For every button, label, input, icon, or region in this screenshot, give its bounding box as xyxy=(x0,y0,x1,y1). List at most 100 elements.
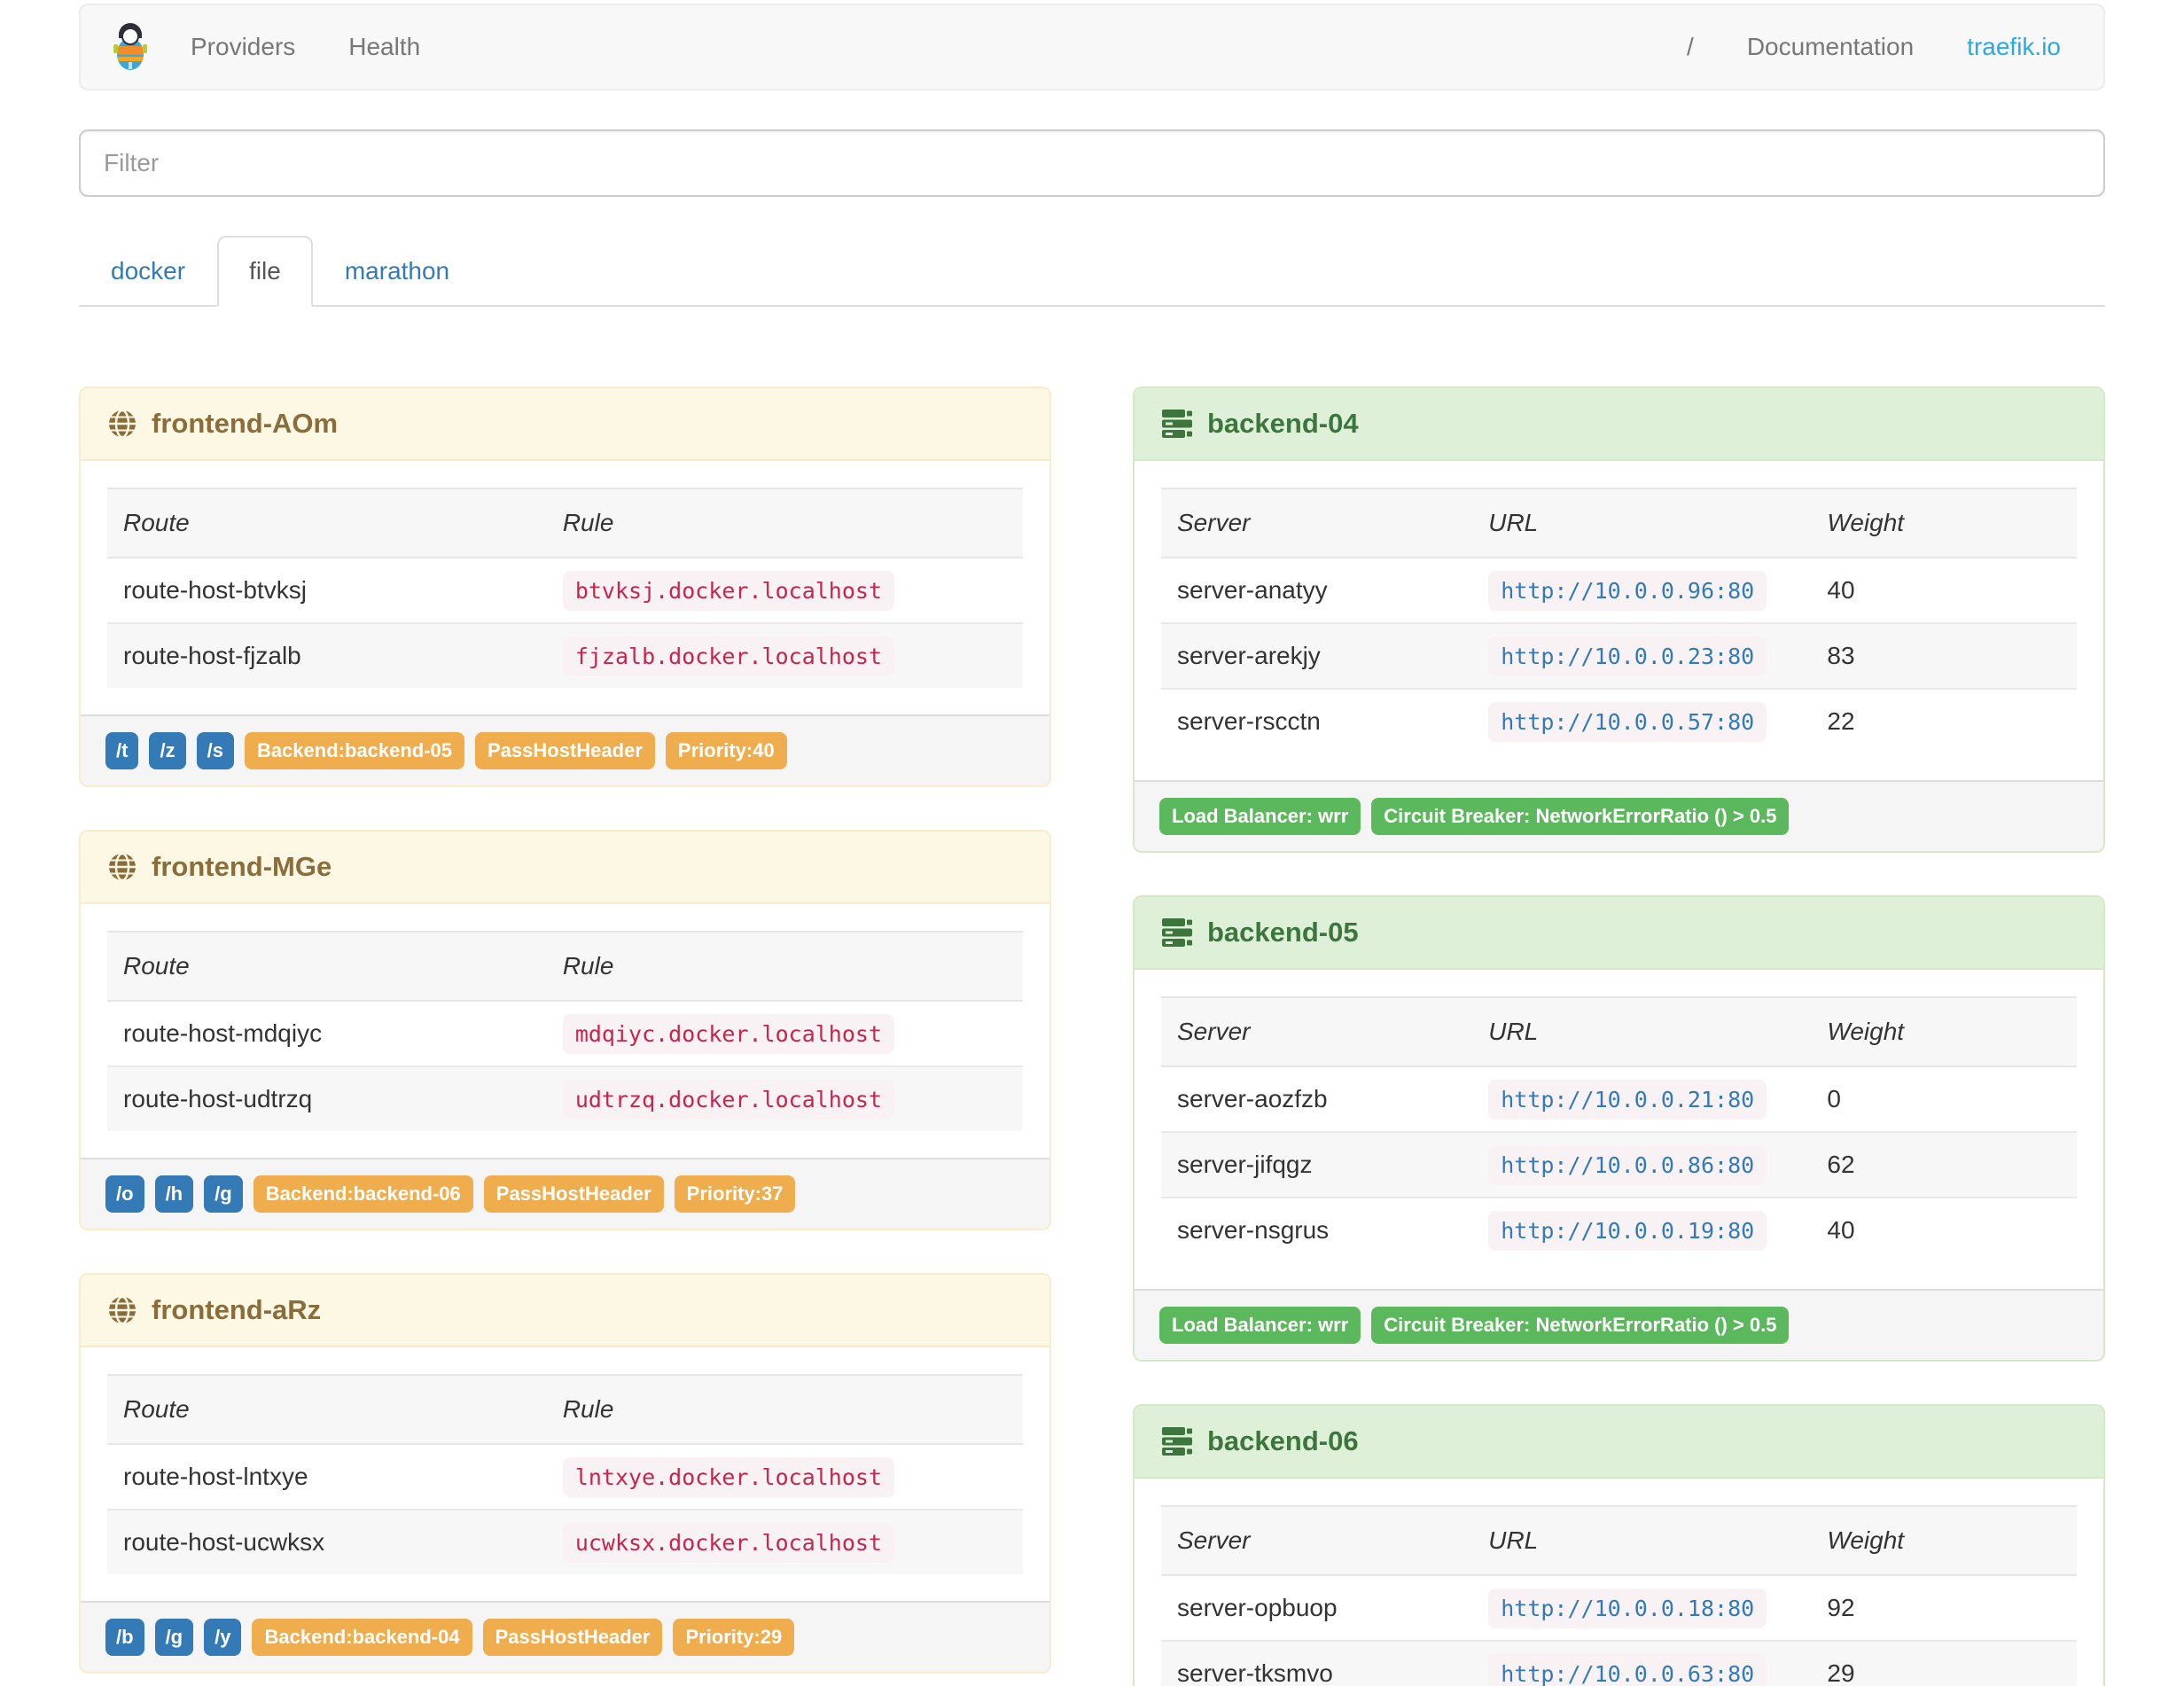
nav-link-providers[interactable]: Providers xyxy=(191,33,296,60)
backend-card-header: backend-06 xyxy=(1135,1406,2103,1479)
server-name: server-rscctn xyxy=(1161,688,1473,753)
url-chip[interactable]: http://10.0.0.86:80 xyxy=(1488,1145,1767,1185)
path-badge: /o xyxy=(105,1175,144,1213)
frontend-card-aRz: frontend-aRz Route Rule route-host-lntx xyxy=(79,1273,1051,1674)
backend-card-04: backend-04 Server URL Weight xyxy=(1133,386,2105,853)
column-header-url: URL xyxy=(1472,996,1812,1067)
frontend-card-body: Route Rule route-host-lntxye lntxye.dock… xyxy=(81,1347,1049,1601)
server-weight: 92 xyxy=(1827,1594,1855,1621)
servers-table: Server URL Weight server-aozfzb http://1… xyxy=(1161,996,2077,1262)
tab-marathon[interactable]: marathon xyxy=(344,257,450,285)
url-chip[interactable]: http://10.0.0.23:80 xyxy=(1488,636,1767,676)
path-badge: /y xyxy=(204,1619,242,1656)
column-header-server: Server xyxy=(1161,488,1473,558)
url-chip[interactable]: http://10.0.0.18:80 xyxy=(1488,1588,1767,1628)
provider-tabs: docker file marathon xyxy=(79,236,2105,307)
server-url-link[interactable]: http://10.0.0.86:80 xyxy=(1488,1145,1767,1185)
server-weight: 83 xyxy=(1811,622,2077,689)
frontend-card-body: Route Rule route-host-btvksj btvksj.dock… xyxy=(81,461,1049,714)
backend-card-footer: Load Balancer: wrr Circuit Breaker: Netw… xyxy=(1135,1289,2103,1360)
server-url-link[interactable]: http://10.0.0.96:80 xyxy=(1488,571,1767,611)
server-name: server-nsgrus xyxy=(1161,1197,1473,1262)
passhostheader-badge: PassHostHeader xyxy=(482,1619,663,1656)
content: frontend-AOm Route Rule route-host-btvk xyxy=(79,386,2105,1686)
server-name: server-tksmvo xyxy=(1161,1640,1473,1686)
path-badge: /t xyxy=(105,732,139,769)
table-row: server-anatyy http://10.0.0.96:80 40 xyxy=(1161,558,2077,623)
backend-card-header: backend-04 xyxy=(1135,388,2103,461)
column-header-rule: Rule xyxy=(546,1374,1023,1445)
server-url-link[interactable]: http://10.0.0.23:80 xyxy=(1488,636,1767,676)
frontend-card-header: frontend-AOm xyxy=(81,388,1049,461)
load-balancer-badge: Load Balancer: wrr xyxy=(1159,798,1361,835)
table-row: route-host-lntxye lntxye.docker.localhos… xyxy=(107,1444,1023,1510)
table-row: server-arekjy http://10.0.0.23:80 83 xyxy=(1161,622,2077,689)
server-name: server-jifqgz xyxy=(1161,1131,1473,1198)
backend-card-body: Server URL Weight server-aozfzb http://1… xyxy=(1135,970,2103,1289)
tab-docker[interactable]: docker xyxy=(111,257,186,285)
nav-link-health[interactable]: Health xyxy=(348,33,421,60)
servers-table: Server URL Weight server-anatyy http://1… xyxy=(1161,488,2077,753)
route-name: route-host-mdqiyc xyxy=(123,1019,323,1047)
column-header-weight: Weight xyxy=(1811,488,2077,558)
table-row: server-aozfzb http://10.0.0.21:80 0 xyxy=(1161,1066,2077,1132)
table-row: server-nsgrus http://10.0.0.19:80 40 xyxy=(1161,1197,2077,1262)
url-chip[interactable]: http://10.0.0.63:80 xyxy=(1488,1654,1767,1686)
column-header-weight: Weight xyxy=(1811,996,2077,1067)
backend-card-body: Server URL Weight server-anatyy http://1… xyxy=(1135,461,2103,780)
frontend-card-MGe: frontend-MGe Route Rule route-host-mdqi xyxy=(79,830,1051,1230)
server-name: server-anatyy xyxy=(1177,576,1328,604)
server-url-link[interactable]: http://10.0.0.57:80 xyxy=(1488,702,1767,742)
table-header-row: Server URL Weight xyxy=(1161,996,2077,1067)
column-header-url: URL xyxy=(1472,488,1812,558)
backend-card-06: backend-06 Server URL Weight xyxy=(1133,1404,2105,1686)
backend-ref-badge: Backend:backend-05 xyxy=(244,732,465,769)
table-row: server-rscctn http://10.0.0.57:80 22 xyxy=(1161,688,2077,753)
backend-card-05: backend-05 Server URL Weight xyxy=(1133,895,2105,1362)
nav-link-slash[interactable]: / xyxy=(1687,33,1694,60)
column-header-route: Route xyxy=(107,488,547,558)
filter-input[interactable] xyxy=(79,129,2105,197)
nav-link-documentation[interactable]: Documentation xyxy=(1746,33,1915,60)
server-url-link[interactable]: http://10.0.0.21:80 xyxy=(1488,1080,1767,1120)
column-header-route: Route xyxy=(107,1374,547,1445)
nav-link-traefik-io[interactable]: traefik.io xyxy=(1967,33,2061,60)
column-header-route: Route xyxy=(107,931,547,1002)
rule-chip: udtrzq.docker.localhost xyxy=(562,1080,895,1120)
url-chip[interactable]: http://10.0.0.21:80 xyxy=(1488,1080,1767,1120)
frontend-card-header: frontend-MGe xyxy=(81,831,1049,904)
traefik-logo-icon xyxy=(113,23,147,70)
table-row: server-opbuop http://10.0.0.18:80 92 xyxy=(1161,1575,2077,1641)
server-weight: 22 xyxy=(1811,688,2077,753)
url-chip[interactable]: http://10.0.0.96:80 xyxy=(1488,571,1767,611)
frontend-title: frontend-aRz xyxy=(152,1294,322,1325)
frontend-card-footer: /b /g /y Backend:backend-04 PassHostHead… xyxy=(81,1601,1049,1672)
load-balancer-badge: Load Balancer: wrr xyxy=(1159,1307,1361,1344)
priority-badge: Priority:40 xyxy=(665,732,787,769)
table-header-row: Server URL Weight xyxy=(1161,1505,2077,1576)
table-row: route-host-mdqiyc mdqiyc.docker.localhos… xyxy=(107,1001,1023,1066)
tab-file[interactable]: file xyxy=(217,236,313,307)
rule-chip: btvksj.docker.localhost xyxy=(562,571,895,611)
url-chip[interactable]: http://10.0.0.19:80 xyxy=(1488,1211,1767,1251)
backend-ref-badge: Backend:backend-04 xyxy=(252,1619,472,1656)
backends-column: backend-04 Server URL Weight xyxy=(1133,386,2105,1686)
url-chip[interactable]: http://10.0.0.57:80 xyxy=(1488,702,1767,742)
server-name: server-opbuop xyxy=(1177,1594,1338,1621)
frontend-card-footer: /t /z /s Backend:backend-05 PassHostHead… xyxy=(81,714,1049,785)
route-name: route-host-ucwksx xyxy=(107,1509,547,1574)
server-url-link[interactable]: http://10.0.0.63:80 xyxy=(1488,1654,1767,1686)
path-badge: /b xyxy=(105,1619,144,1656)
column-header-rule: Rule xyxy=(546,931,1023,1002)
routes-table: Route Rule route-host-btvksj btvksj.dock… xyxy=(107,488,1023,688)
server-icon xyxy=(1162,410,1192,438)
column-header-server: Server xyxy=(1161,996,1473,1067)
traefik-logo[interactable] xyxy=(97,23,164,71)
frontends-column: frontend-AOm Route Rule route-host-btvk xyxy=(79,386,1051,1686)
frontend-card-header: frontend-aRz xyxy=(81,1275,1049,1347)
server-url-link[interactable]: http://10.0.0.18:80 xyxy=(1488,1588,1767,1628)
rule-chip: lntxye.docker.localhost xyxy=(562,1457,895,1497)
server-url-link[interactable]: http://10.0.0.19:80 xyxy=(1488,1211,1767,1251)
path-badge: /g xyxy=(154,1619,194,1656)
passhostheader-badge: PassHostHeader xyxy=(475,732,655,769)
